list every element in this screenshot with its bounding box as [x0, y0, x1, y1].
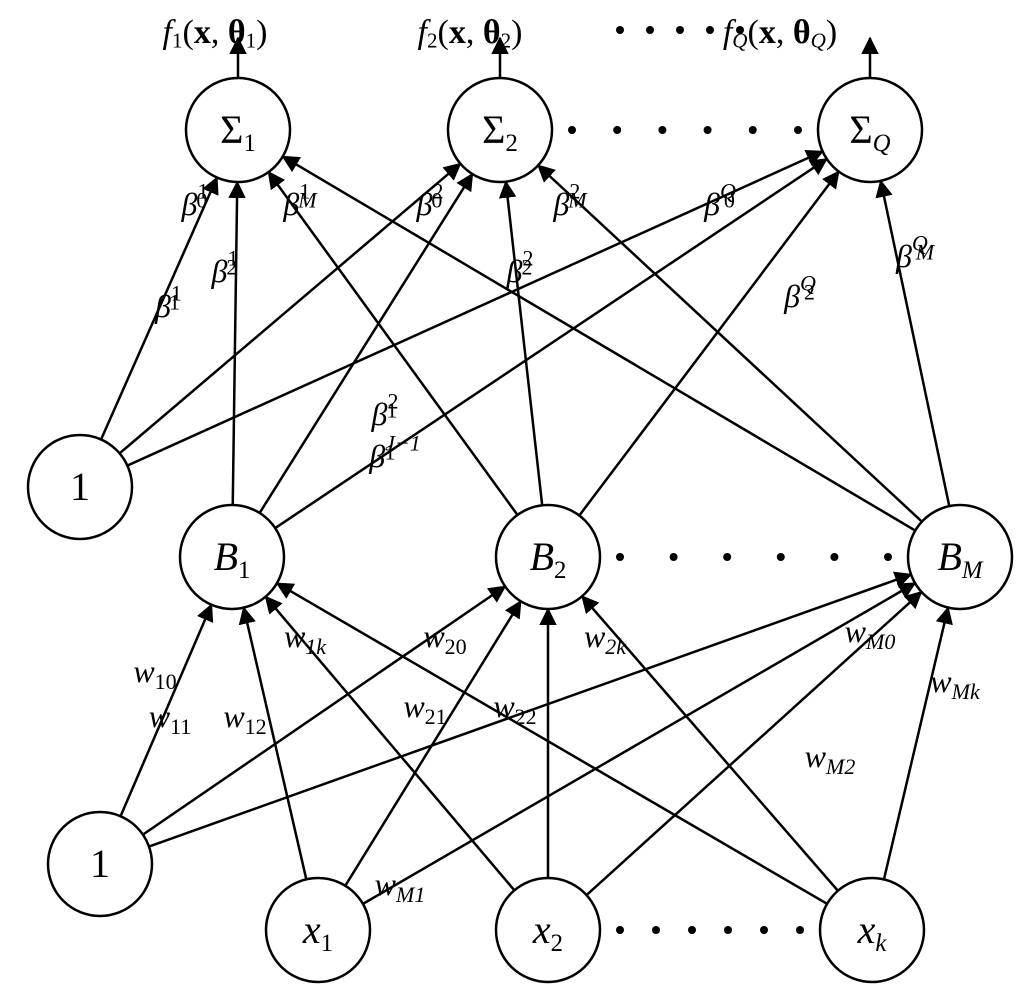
node-label-bias_bot: 1	[90, 841, 110, 886]
ellipsis-dot	[658, 126, 666, 134]
output-ellipsis-dot	[736, 26, 744, 34]
edge-x1-BM	[363, 583, 915, 904]
ellipsis-dot	[613, 126, 621, 134]
output-ellipsis-dot	[706, 26, 714, 34]
edge-B2-sigmaQ	[579, 172, 838, 516]
nodes-layer: 11Σ1Σ2ΣQB1B2BMx1x2xk	[28, 78, 1012, 982]
edge-label-w11: wMk	[930, 663, 981, 704]
edge-label-w6: w12	[223, 698, 266, 739]
output-label-sigma2: f2(x, θ2)	[418, 14, 523, 53]
edge-BM-sigma1	[283, 156, 915, 530]
edge-xk-B1	[277, 583, 827, 904]
ellipsis-dot	[616, 926, 624, 934]
ellipsis-dot	[724, 926, 732, 934]
edge-label-b0: β10	[181, 179, 209, 223]
ellipsis-dot	[830, 553, 838, 561]
edge-label-b11: βQM	[895, 231, 936, 275]
edge-BM-sigma2	[538, 165, 922, 521]
neural-network-diagram: 11Σ1Σ2ΣQB1B2BMx1x2xk w10w11w21wM1w12w22w…	[0, 0, 1024, 997]
edge-bias_bot-B2	[143, 586, 505, 834]
edge-label-b4: β21	[371, 389, 399, 433]
output-ellipsis-dot	[646, 26, 654, 34]
output-label-sigma1: f1(x, θ1)	[163, 14, 268, 53]
ellipsis-dot	[723, 553, 731, 561]
ellipsis-dot	[796, 926, 804, 934]
edge-label-w7: w22	[493, 688, 536, 729]
output-ellipsis-dot	[616, 26, 624, 34]
ellipsis-dot	[670, 553, 678, 561]
edge-B2-sigma2	[506, 182, 542, 506]
ellipsis-dot	[884, 553, 892, 561]
node-label-bias_top: 1	[70, 464, 90, 509]
ellipsis-dot	[794, 126, 802, 134]
edge-label-w9: w1k	[284, 618, 327, 659]
ellipsis-dot	[568, 126, 576, 134]
edge-label-b6: β12	[211, 246, 239, 290]
ellipsis-dot	[760, 926, 768, 934]
edge-label-b8: βQ2	[783, 271, 816, 315]
output-ellipsis-dot	[676, 26, 684, 34]
edge-B1-sigma1	[233, 182, 238, 505]
ellipsis-dot	[777, 553, 785, 561]
edge-label-w8: wM2	[805, 738, 856, 779]
ellipsis-dot	[704, 126, 712, 134]
edge-B1-sigmaQ	[275, 159, 827, 528]
ellipsis-dot	[749, 126, 757, 134]
edge-label-b2: βQ0	[703, 179, 736, 223]
ellipsis-dot	[688, 926, 696, 934]
edge-label-b5: βJ−11	[368, 431, 421, 475]
edge-label-w4: w21	[403, 688, 446, 729]
ellipsis-dot	[616, 553, 624, 561]
edge-label-w0: w10	[133, 653, 176, 694]
edge-label-w3: w11	[149, 698, 192, 739]
edge-label-b1: β20	[416, 179, 444, 223]
edge-B1-sigma2	[260, 174, 473, 513]
ellipsis-dot	[652, 926, 660, 934]
edge-label-wextra0: w20	[423, 618, 466, 659]
edge-label-wextra1: wM0	[845, 613, 896, 654]
